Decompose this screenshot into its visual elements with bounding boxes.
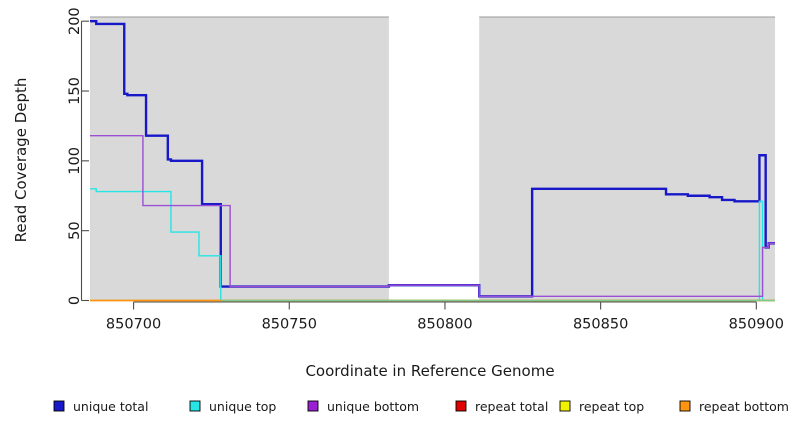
legend-swatch-unique-top — [189, 400, 201, 412]
x-tick-label: 850900 — [729, 317, 784, 333]
shaded-region-1 — [90, 17, 389, 301]
chart-legend: unique total unique top unique bottom repea… — [53, 399, 789, 414]
legend-label-unique-total: unique total — [73, 399, 148, 414]
y-tick-label: 100 — [67, 147, 83, 175]
legend-label-unique-top: unique top — [209, 399, 276, 414]
legend-swatch-repeat-bottom — [679, 400, 691, 412]
series-unique-bottom — [90, 135, 775, 298]
y-axis: 0 50 100 150 200 — [67, 7, 89, 305]
x-axis-title: Coordinate in Reference Genome — [305, 362, 554, 380]
y-tick-label: 50 — [67, 221, 83, 239]
y-axis-title: Read Coverage Depth — [12, 78, 30, 243]
legend-label-repeat-total: repeat total — [475, 399, 548, 414]
x-tick-label: 850800 — [417, 317, 472, 333]
y-tick-label: 150 — [67, 77, 83, 105]
x-tick-label: 850750 — [262, 317, 317, 333]
x-axis: 850700 850750 850800 850850 850900 — [106, 301, 784, 333]
legend-swatch-repeat-total — [455, 400, 467, 412]
legend-swatch-repeat-top — [559, 400, 571, 412]
shaded-region-2 — [479, 17, 775, 301]
legend-label-repeat-top: repeat top — [579, 399, 644, 414]
x-tick-label: 850850 — [573, 317, 628, 333]
y-tick-label: 200 — [67, 7, 83, 35]
legend-swatch-unique-bottom — [307, 400, 319, 412]
legend-swatch-unique-total — [53, 400, 65, 412]
legend-label-repeat-bottom: repeat bottom — [699, 399, 789, 414]
series-unique-top — [90, 188, 775, 302]
data-series-group — [90, 19, 775, 302]
x-tick-label: 850700 — [106, 317, 161, 333]
legend-label-unique-bottom: unique bottom — [327, 399, 419, 414]
shaded-coverage-bands — [90, 16, 775, 301]
y-tick-label: 0 — [67, 296, 83, 305]
